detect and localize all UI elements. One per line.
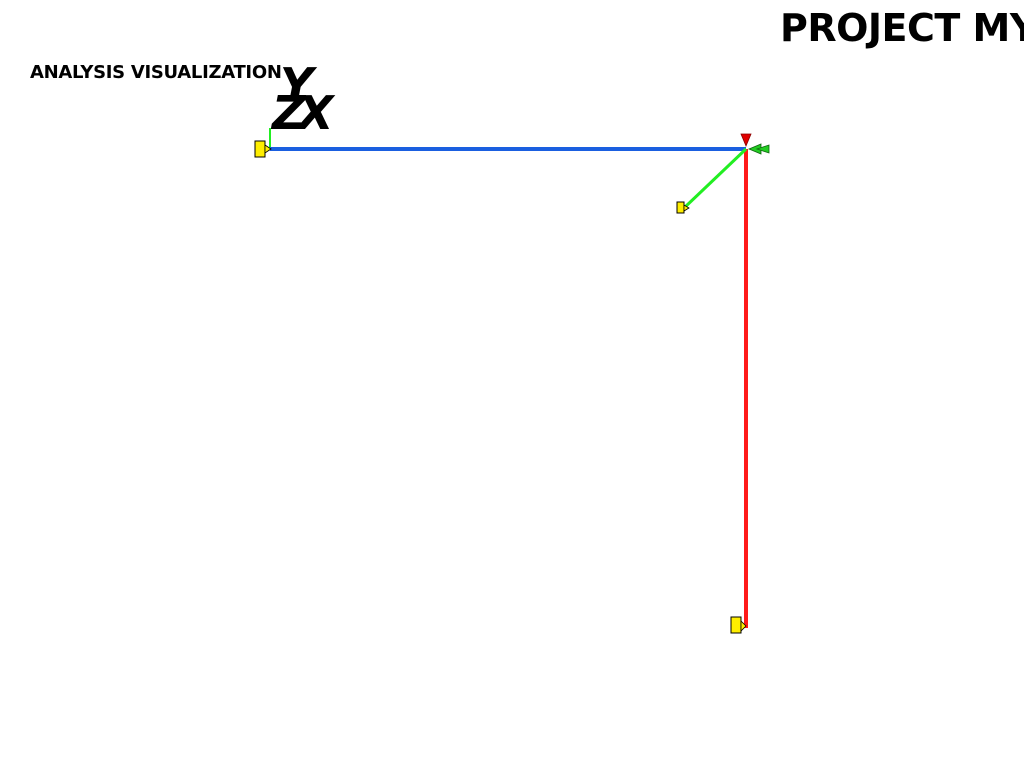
- triad-label-y: Y: [280, 58, 314, 112]
- project-title: PROJECT MY: [780, 6, 1024, 50]
- support-marker-x-end[interactable]: [730, 616, 742, 634]
- support-marker-y-end-tip: [683, 204, 690, 212]
- load-arrow-green-tail: [755, 144, 770, 154]
- support-marker-icon[interactable]: [676, 201, 690, 214]
- support-marker-y-end[interactable]: [676, 201, 685, 214]
- support-marker-icon[interactable]: [254, 140, 272, 158]
- arrow-icon: [747, 143, 770, 155]
- support-marker-origin-tip: [264, 144, 272, 154]
- triad-label-z: Z: [272, 86, 306, 140]
- support-marker-x-end-tip: [740, 620, 747, 632]
- support-marker-icon[interactable]: [730, 616, 747, 634]
- triad-label-x: X: [298, 86, 334, 140]
- arrow-icon: [740, 133, 752, 148]
- support-marker-origin[interactable]: [254, 140, 266, 158]
- load-arrow-red: [740, 133, 752, 148]
- member-y-axis[interactable]: [682, 147, 748, 210]
- view-title: ANALYSIS VISUALIZATION: [30, 62, 282, 83]
